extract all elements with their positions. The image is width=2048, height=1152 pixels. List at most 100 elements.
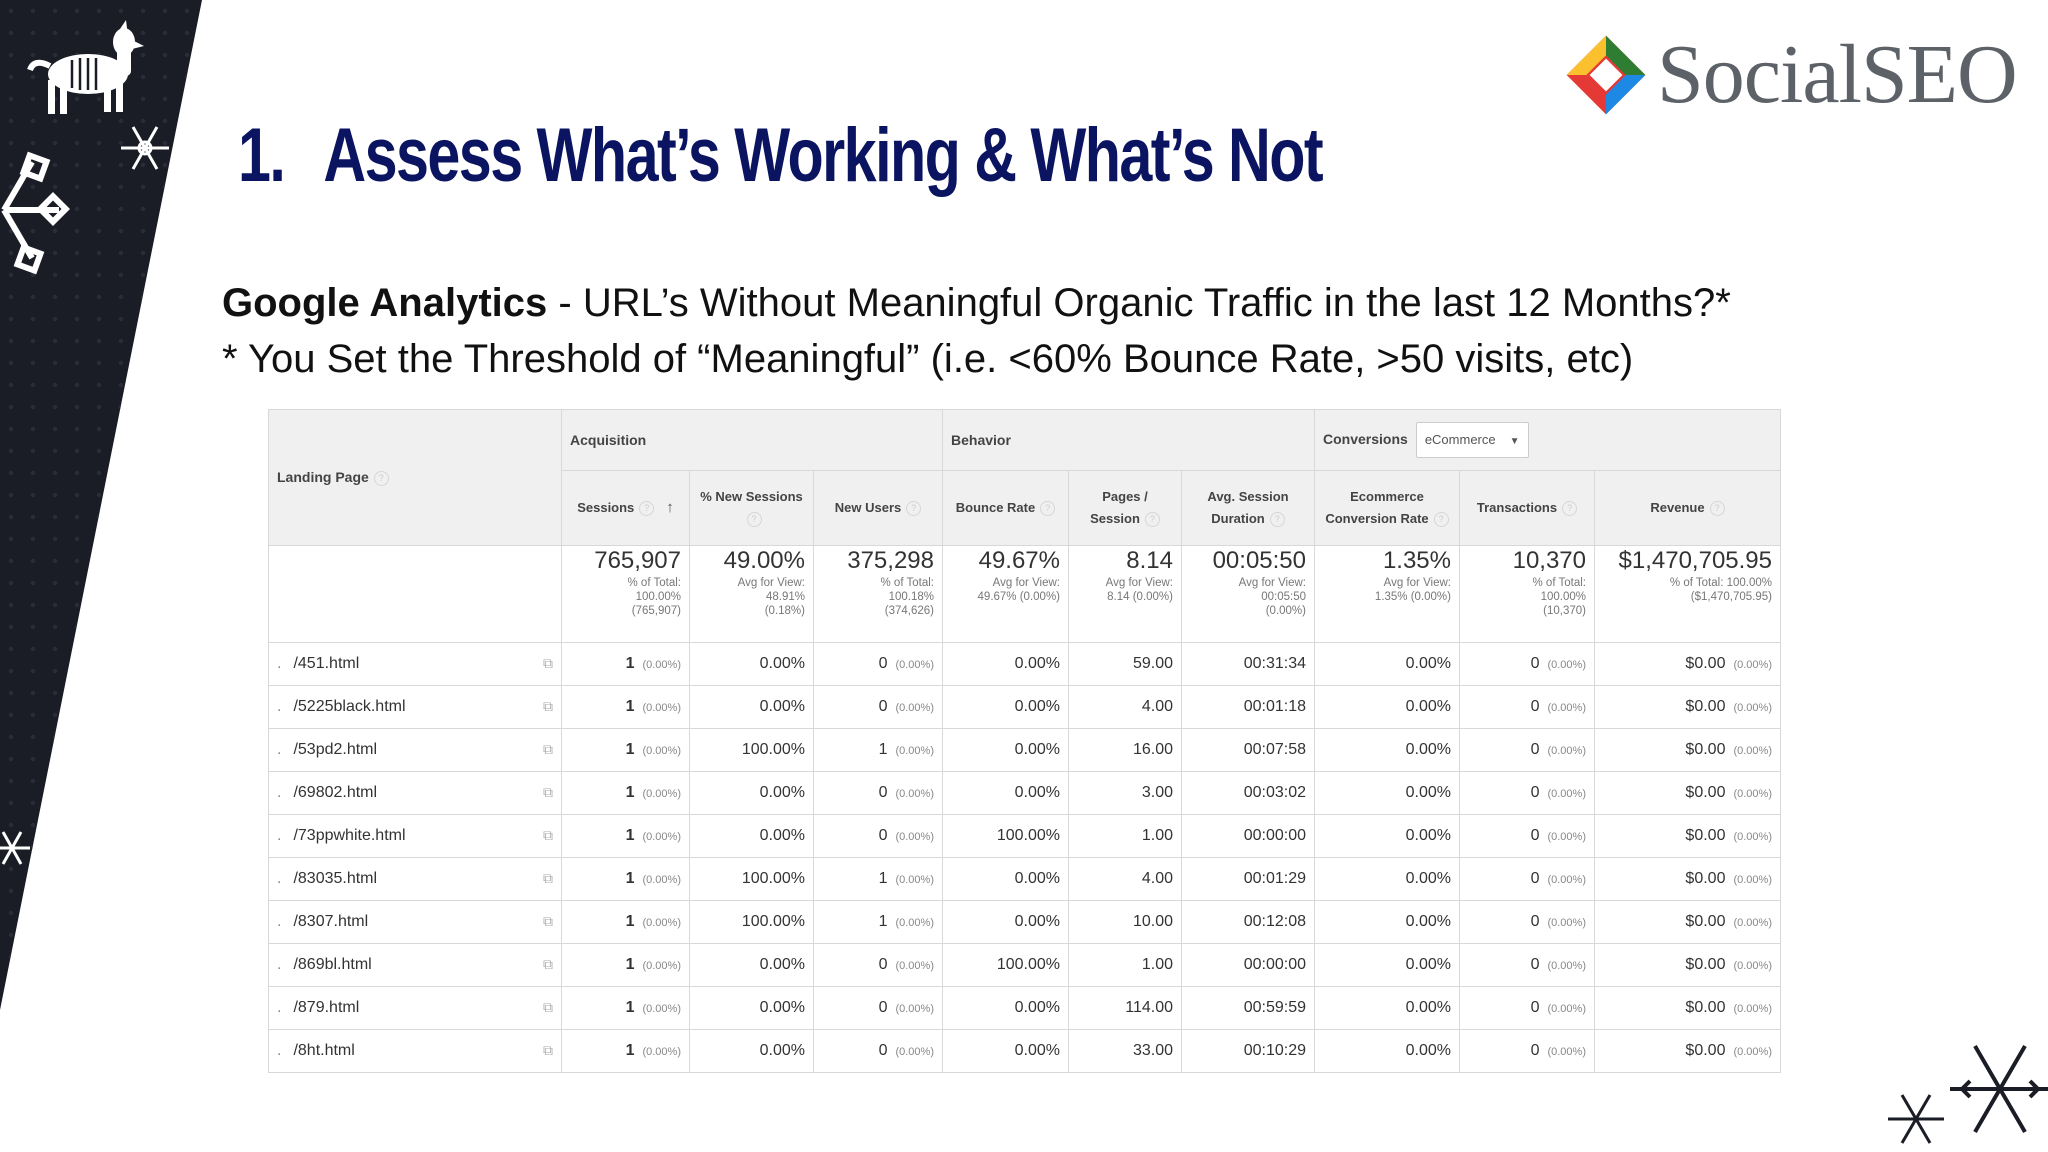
cell-transactions-percent: (0.00%) <box>1547 874 1586 886</box>
cell-sessions-percent: (0.00%) <box>642 702 681 714</box>
cell-sessions-percent: (0.00%) <box>642 960 681 972</box>
conversions-select-value: eCommerce <box>1424 432 1496 447</box>
help-icon[interactable]: ? <box>373 470 389 486</box>
help-icon[interactable]: ? <box>906 501 922 517</box>
open-external-icon[interactable]: ⧉ <box>543 956 553 972</box>
cell-new-users: 0 (0.00%) <box>813 685 943 729</box>
cell-revenue-value: $0.00 <box>1685 1042 1726 1059</box>
table-row: . /53pd2.html ⧉ 1 (0.00%) 100.00% 1 (0.00%) 0.00… <box>268 728 1781 772</box>
table-row: . /8307.html ⧉ 1 (0.00%) 100.00% 1 (0.00%) 0.00%… <box>268 900 1781 944</box>
cell-pages-session: 16.00 <box>1068 728 1182 772</box>
cell-bounce-rate: 0.00% <box>942 771 1069 815</box>
open-external-icon[interactable]: ⧉ <box>543 698 553 714</box>
row-bullet: . <box>277 956 282 973</box>
acquisition-group-header: Acquisition <box>561 409 943 471</box>
cell-revenue-value: $0.00 <box>1685 784 1726 801</box>
cell-revenue: $0.00 (0.00%) <box>1594 814 1781 858</box>
cell-sessions-percent: (0.00%) <box>642 1003 681 1015</box>
row-bullet: . <box>277 741 282 758</box>
open-external-icon[interactable]: ⧉ <box>543 1042 553 1058</box>
cell-avg-duration: 00:00:00 <box>1181 814 1315 858</box>
cell-sessions-value: 1 <box>625 741 635 758</box>
totals-label-cell <box>268 545 562 643</box>
landing-page-cell: . /8ht.html ⧉ <box>268 1029 562 1073</box>
cell-transactions-value: 0 <box>1530 913 1540 930</box>
cell-new-sessions: 0.00% <box>689 642 814 686</box>
col-pages-session[interactable]: Pages / Session? <box>1068 470 1182 546</box>
help-icon[interactable]: ? <box>639 501 655 517</box>
col-bounce-rate[interactable]: Bounce Rate? <box>942 470 1069 546</box>
landing-page-link[interactable]: /869bl.html <box>293 956 372 973</box>
cell-bounce-rate: 100.00% <box>942 814 1069 858</box>
cell-revenue-value: $0.00 <box>1685 741 1726 758</box>
subtitle-line-2: * You Set the Threshold of “Meaningful” … <box>222 337 1634 381</box>
cell-sessions-value: 1 <box>625 655 635 672</box>
landing-page-link[interactable]: /451.html <box>293 655 360 672</box>
landing-page-header[interactable]: Landing Page? <box>268 409 562 546</box>
cell-new-users-value: 0 <box>878 827 888 844</box>
cell-avg-duration: 00:01:18 <box>1181 685 1315 729</box>
cell-revenue: $0.00 (0.00%) <box>1594 900 1781 944</box>
cell-avg-duration: 00:07:58 <box>1181 728 1315 772</box>
landing-page-link[interactable]: /8307.html <box>293 913 369 930</box>
sort-arrow-up-icon[interactable]: ↑ <box>666 499 674 516</box>
help-icon[interactable]: ? <box>746 512 762 528</box>
open-external-icon[interactable]: ⧉ <box>543 741 553 757</box>
cell-bounce-rate: 0.00% <box>942 685 1069 729</box>
cell-transactions-percent: (0.00%) <box>1547 960 1586 972</box>
col-transactions[interactable]: Transactions? <box>1459 470 1595 546</box>
landing-page-link[interactable]: /73ppwhite.html <box>293 827 406 844</box>
total-revenue: $1,470,705.95% of Total: 100.00% ($1,470,… <box>1594 545 1781 643</box>
cell-new-users-value: 0 <box>878 999 888 1016</box>
cell-transactions-value: 0 <box>1530 741 1540 758</box>
open-external-icon[interactable]: ⧉ <box>543 999 553 1015</box>
cell-new-users-value: 0 <box>878 956 888 973</box>
open-external-icon[interactable]: ⧉ <box>543 655 553 671</box>
help-icon[interactable]: ? <box>1040 501 1056 517</box>
landing-page-link[interactable]: /83035.html <box>293 870 378 887</box>
behavior-group-header: Behavior <box>942 409 1315 471</box>
help-icon[interactable]: ? <box>1562 501 1578 517</box>
cell-new-sessions: 100.00% <box>689 900 814 944</box>
open-external-icon[interactable]: ⧉ <box>543 870 553 886</box>
row-bullet: . <box>277 1042 282 1059</box>
cell-sessions: 1 (0.00%) <box>561 728 690 772</box>
col-ecomm-rate[interactable]: Ecommerce Conversion Rate? <box>1314 470 1460 546</box>
cell-transactions: 0 (0.00%) <box>1459 814 1595 858</box>
cell-revenue-value: $0.00 <box>1685 827 1726 844</box>
landing-page-cell: . /451.html ⧉ <box>268 642 562 686</box>
chevron-down-icon: ▼ <box>1509 436 1520 447</box>
landing-page-link[interactable]: /69802.html <box>293 784 378 801</box>
col-new-users[interactable]: New Users? <box>813 470 943 546</box>
cell-revenue-percent: (0.00%) <box>1733 659 1772 671</box>
landing-page-cell: . /879.html ⧉ <box>268 986 562 1030</box>
col-sessions[interactable]: Sessions? ↑ <box>561 470 690 546</box>
cell-transactions: 0 (0.00%) <box>1459 857 1595 901</box>
cell-transactions: 0 (0.00%) <box>1459 642 1595 686</box>
landing-page-link[interactable]: /8ht.html <box>293 1042 355 1059</box>
help-icon[interactable]: ? <box>1144 512 1160 528</box>
cell-revenue: $0.00 (0.00%) <box>1594 1029 1781 1073</box>
landing-page-link[interactable]: /53pd2.html <box>293 741 378 758</box>
cell-new-users-value: 0 <box>878 698 888 715</box>
cell-new-users-value: 1 <box>878 741 888 758</box>
col-new-sessions[interactable]: % New Sessions? <box>689 470 814 546</box>
cell-sessions-value: 1 <box>625 870 635 887</box>
col-revenue[interactable]: Revenue? <box>1594 470 1781 546</box>
cell-transactions-percent: (0.00%) <box>1547 788 1586 800</box>
cell-ecomm-rate: 0.00% <box>1314 986 1460 1030</box>
open-external-icon[interactable]: ⧉ <box>543 913 553 929</box>
landing-page-link[interactable]: /879.html <box>293 999 360 1016</box>
cell-ecomm-rate: 0.00% <box>1314 943 1460 987</box>
landing-page-link[interactable]: /5225black.html <box>293 698 406 715</box>
help-icon[interactable]: ? <box>1269 512 1285 528</box>
open-external-icon[interactable]: ⧉ <box>543 827 553 843</box>
cell-sessions-value: 1 <box>625 999 635 1016</box>
help-icon[interactable]: ? <box>1433 512 1449 528</box>
cell-transactions-percent: (0.00%) <box>1547 745 1586 757</box>
help-icon[interactable]: ? <box>1709 501 1725 517</box>
conversions-select[interactable]: eCommerce ▼ <box>1415 422 1529 458</box>
cell-revenue-value: $0.00 <box>1685 956 1726 973</box>
col-avg-duration[interactable]: Avg. Session Duration? <box>1181 470 1315 546</box>
open-external-icon[interactable]: ⧉ <box>543 784 553 800</box>
